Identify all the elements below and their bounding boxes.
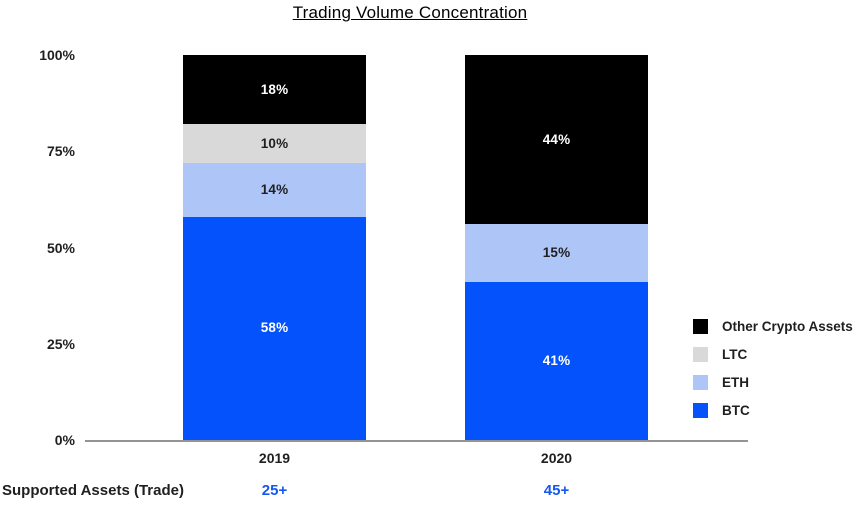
legend-item-btc: BTC bbox=[693, 403, 853, 418]
segment-value-label-btc-2019: 58% bbox=[260, 320, 289, 336]
legend-label-btc: BTC bbox=[722, 403, 750, 418]
chart-title: Trading Volume Concentration bbox=[292, 3, 528, 22]
legend: Other Crypto Assets LTC ETH BTC bbox=[693, 319, 853, 431]
y-axis-tick-label-100: 100% bbox=[39, 47, 75, 63]
segment-value-label-eth-2019: 14% bbox=[260, 181, 289, 197]
supported-assets-value-2019: 25+ bbox=[261, 482, 288, 499]
x-axis-line bbox=[85, 440, 748, 442]
x-axis-label-2020: 2020 bbox=[540, 450, 573, 466]
legend-item-eth: ETH bbox=[693, 375, 853, 390]
legend-label-eth: ETH bbox=[722, 375, 749, 390]
y-axis-tick-label-25: 25% bbox=[46, 335, 75, 352]
segment-value-label-ltc-2019: 10% bbox=[260, 135, 289, 151]
legend-item-ltc: LTC bbox=[693, 347, 853, 362]
y-axis-tick-label-0: 0% bbox=[54, 432, 75, 448]
segment-value-label-other-crypto-assets-2020: 44% bbox=[542, 131, 571, 147]
bar-segment-other-crypto-assets-2019 bbox=[183, 55, 366, 125]
segment-value-label-btc-2020: 41% bbox=[542, 353, 571, 369]
legend-swatch-btc bbox=[693, 403, 708, 418]
segment-value-label-eth-2020: 15% bbox=[542, 245, 571, 261]
legend-item-other-crypto-assets: Other Crypto Assets bbox=[693, 319, 853, 334]
supported-assets-label: Supported Assets (Trade) bbox=[2, 482, 184, 499]
y-axis-tick-label-75: 75% bbox=[46, 143, 75, 160]
bar-segment-other-crypto-assets-2020 bbox=[465, 55, 648, 225]
segment-value-label-other-crypto-assets-2019: 18% bbox=[260, 81, 289, 97]
legend-label-ltc: LTC bbox=[722, 347, 748, 362]
x-axis-label-2019: 2019 bbox=[258, 450, 291, 466]
legend-swatch-other-crypto-assets bbox=[693, 319, 708, 334]
legend-swatch-eth bbox=[693, 375, 708, 390]
bar-segment-btc-2020 bbox=[465, 282, 648, 440]
legend-label-other-crypto-assets: Other Crypto Assets bbox=[722, 319, 853, 334]
legend-swatch-ltc bbox=[693, 347, 708, 362]
bar-segment-ltc-2019 bbox=[183, 124, 366, 163]
supported-assets-value-2020: 45+ bbox=[543, 482, 570, 499]
y-axis-tick-label-50: 50% bbox=[46, 239, 75, 256]
bar-segment-btc-2019 bbox=[183, 216, 366, 440]
bar-segment-eth-2020 bbox=[465, 224, 648, 283]
bar-segment-eth-2019 bbox=[183, 162, 366, 217]
